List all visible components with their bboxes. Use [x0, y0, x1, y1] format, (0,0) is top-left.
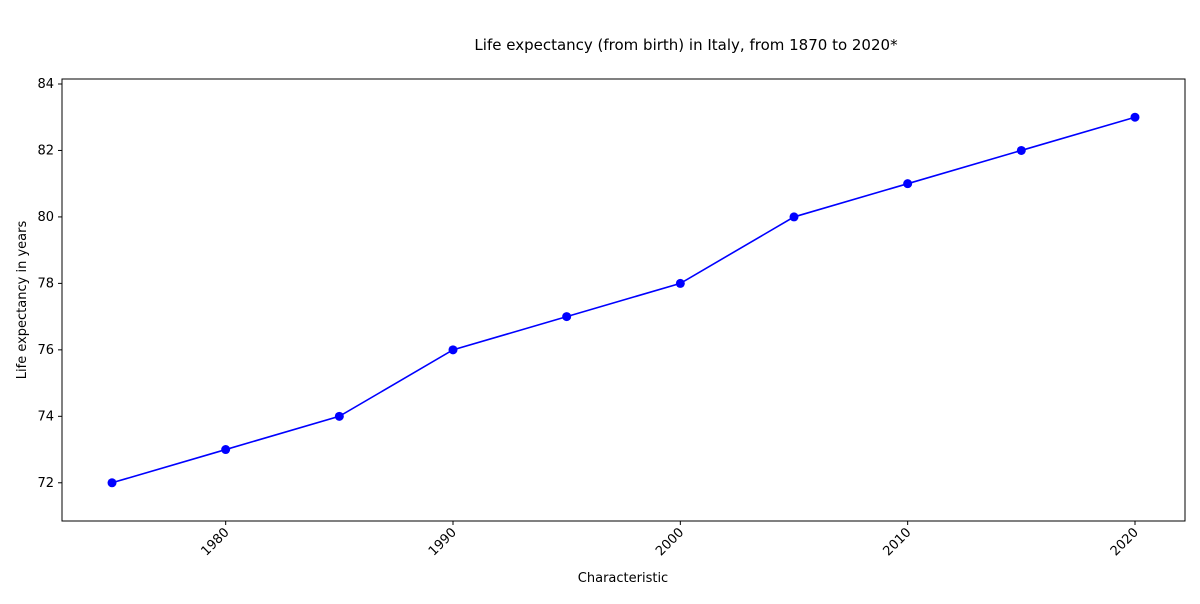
plot-frame [61, 78, 1186, 522]
x-tick-label: 2000 [653, 525, 687, 559]
y-tick-label: 78 [37, 276, 54, 291]
y-tick-label: 80 [37, 210, 54, 225]
x-tick-label: 1980 [198, 525, 232, 559]
data-point [448, 345, 458, 355]
series-line [111, 116, 1136, 484]
y-tick-label: 82 [37, 143, 54, 158]
data-point [1130, 112, 1140, 122]
y-tick-label: 76 [37, 343, 54, 358]
x-tick-label: 1990 [426, 525, 460, 559]
data-point [562, 312, 572, 322]
y-tick-label: 74 [37, 409, 54, 424]
x-axis-label: Characteristic [578, 571, 668, 586]
x-tick-label: 2020 [1108, 525, 1142, 559]
data-point [107, 478, 117, 488]
data-point [1016, 145, 1026, 155]
chart-title: Life expectancy (from birth) in Italy, f… [474, 36, 898, 54]
data-point [675, 278, 685, 288]
plot-area: 72 74 76 78 80 82 84 1980 1990 2000 2010 2020 [37, 77, 1186, 559]
data-point [789, 212, 799, 222]
x-tick-label: 2010 [880, 525, 914, 559]
y-tick-label: 84 [37, 77, 54, 92]
y-tick-label: 72 [37, 476, 54, 491]
y-axis-label: Life expectancy in years [15, 221, 30, 380]
data-point [334, 411, 344, 421]
data-point [903, 179, 913, 189]
data-point [221, 445, 231, 455]
